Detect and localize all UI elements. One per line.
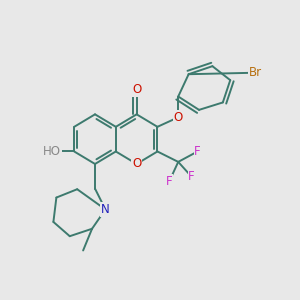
Text: HO: HO xyxy=(43,145,61,158)
Text: F: F xyxy=(188,170,195,183)
Text: F: F xyxy=(194,145,201,158)
Text: Br: Br xyxy=(249,66,262,79)
Text: F: F xyxy=(166,175,172,188)
Text: O: O xyxy=(132,83,141,96)
Text: O: O xyxy=(132,158,141,170)
Text: N: N xyxy=(101,203,110,216)
Text: O: O xyxy=(174,111,183,124)
